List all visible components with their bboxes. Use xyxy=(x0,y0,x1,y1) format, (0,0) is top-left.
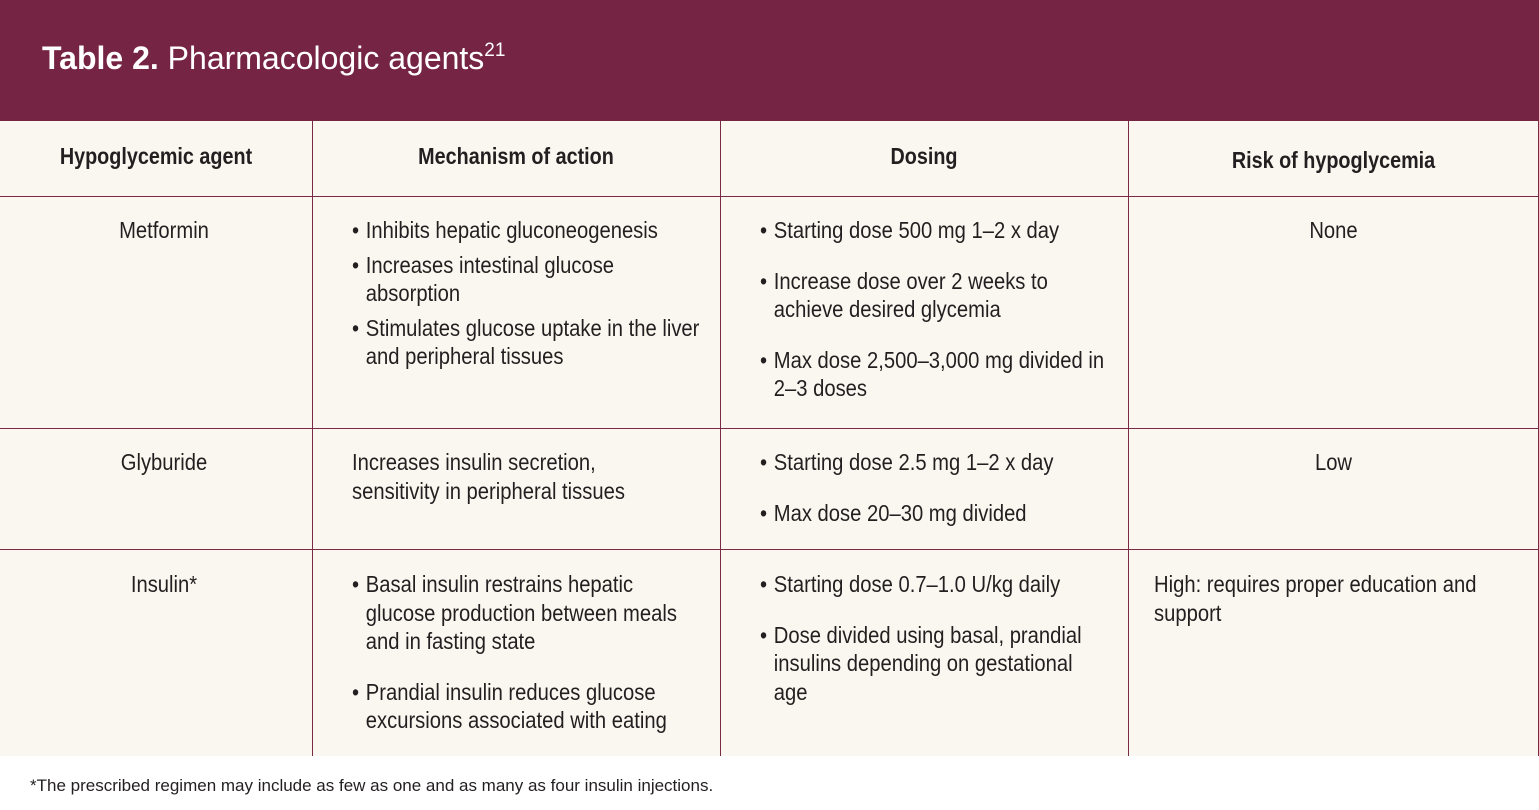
column-header-risk: Risk of hypoglycemia xyxy=(1231,147,1436,173)
row-divider xyxy=(0,428,1539,429)
table-number: Table 2. xyxy=(42,40,159,76)
column-divider xyxy=(312,121,313,756)
table-row-glyburide-agent: Glyburide xyxy=(0,448,328,477)
list-item: • Basal insulin restrains hepatic glucose… xyxy=(352,571,677,654)
mechanism-text: Increases insulin secretion, sensitivity… xyxy=(352,449,625,504)
table-row-metformin-risk: None xyxy=(1128,216,1539,245)
table-title: Table 2. Pharmacologic agents21 xyxy=(42,40,505,77)
column-header-dosing: Dosing xyxy=(890,143,958,169)
list-item: • Dose divided using basal, prandial insu… xyxy=(760,621,1082,705)
list-item: • Starting dose 500 mg 1–2 x day xyxy=(760,217,1060,243)
agent-name: Insulin* xyxy=(130,571,198,597)
table-row-insulin-dosing: • Starting dose 0.7–1.0 U/kg daily • Dose … xyxy=(760,570,1112,706)
pharmacologic-agents-table: Hypoglycemic agent Mechanism of action D… xyxy=(0,121,1539,756)
list-item: • Inhibits hepatic gluconeogenesis xyxy=(352,217,658,243)
table-title-text: Pharmacologic agents xyxy=(167,40,485,76)
list-item: • Increases intestinal glucose absorption xyxy=(352,251,615,307)
risk-level: High: requires proper education and supp… xyxy=(1154,571,1477,626)
table-title-banner: Table 2. Pharmacologic agents21 xyxy=(0,0,1539,121)
table-row-insulin-agent: Insulin* xyxy=(0,570,328,599)
list-item: • Starting dose 0.7–1.0 U/kg daily xyxy=(760,571,1061,597)
table-row-glyburide-risk: Low xyxy=(1128,448,1539,477)
risk-level: Low xyxy=(1314,449,1353,475)
list-item: • Starting dose 2.5 mg 1–2 x day xyxy=(760,449,1054,475)
row-divider xyxy=(0,196,1539,197)
list-item: • Prandial insulin reduces glucose excurs… xyxy=(352,678,667,734)
table-row-metformin-mechanism: • Inhibits hepatic gluconeogenesis • Incre… xyxy=(352,216,704,371)
table-row-insulin-mechanism: • Basal insulin restrains hepatic glucose… xyxy=(352,570,704,735)
agent-name: Metformin xyxy=(119,217,209,243)
row-divider xyxy=(0,549,1539,550)
column-divider xyxy=(720,121,721,756)
list-item: • Increase dose over 2 weeks to achieve d… xyxy=(760,267,1048,323)
list-item: • Max dose 2,500–3,000 mg divided in 2–3 … xyxy=(760,346,1105,402)
table-row-metformin-dosing: • Starting dose 500 mg 1–2 x day • Increas… xyxy=(760,216,1112,403)
table-footnote: *The prescribed regimen may include as f… xyxy=(30,776,714,795)
risk-level: None xyxy=(1309,217,1358,243)
column-header-agent: Hypoglycemic agent xyxy=(59,143,253,169)
list-item: • Max dose 20–30 mg divided xyxy=(760,499,1027,526)
table-row-insulin-risk: High: requires proper education and supp… xyxy=(1154,570,1524,627)
agent-name: Glyburide xyxy=(120,449,208,475)
column-header-mechanism: Mechanism of action xyxy=(418,143,614,169)
table-row-metformin-agent: Metformin xyxy=(0,216,328,245)
table-row-glyburide-mechanism: Increases insulin secretion, sensitivity… xyxy=(352,448,704,505)
reference-superscript: 21 xyxy=(484,40,506,61)
table-row-glyburide-dosing: • Starting dose 2.5 mg 1–2 x day • Max dos… xyxy=(760,448,1112,527)
list-item: • Stimulates glucose uptake in the liver … xyxy=(352,314,700,370)
column-divider xyxy=(1128,121,1129,756)
